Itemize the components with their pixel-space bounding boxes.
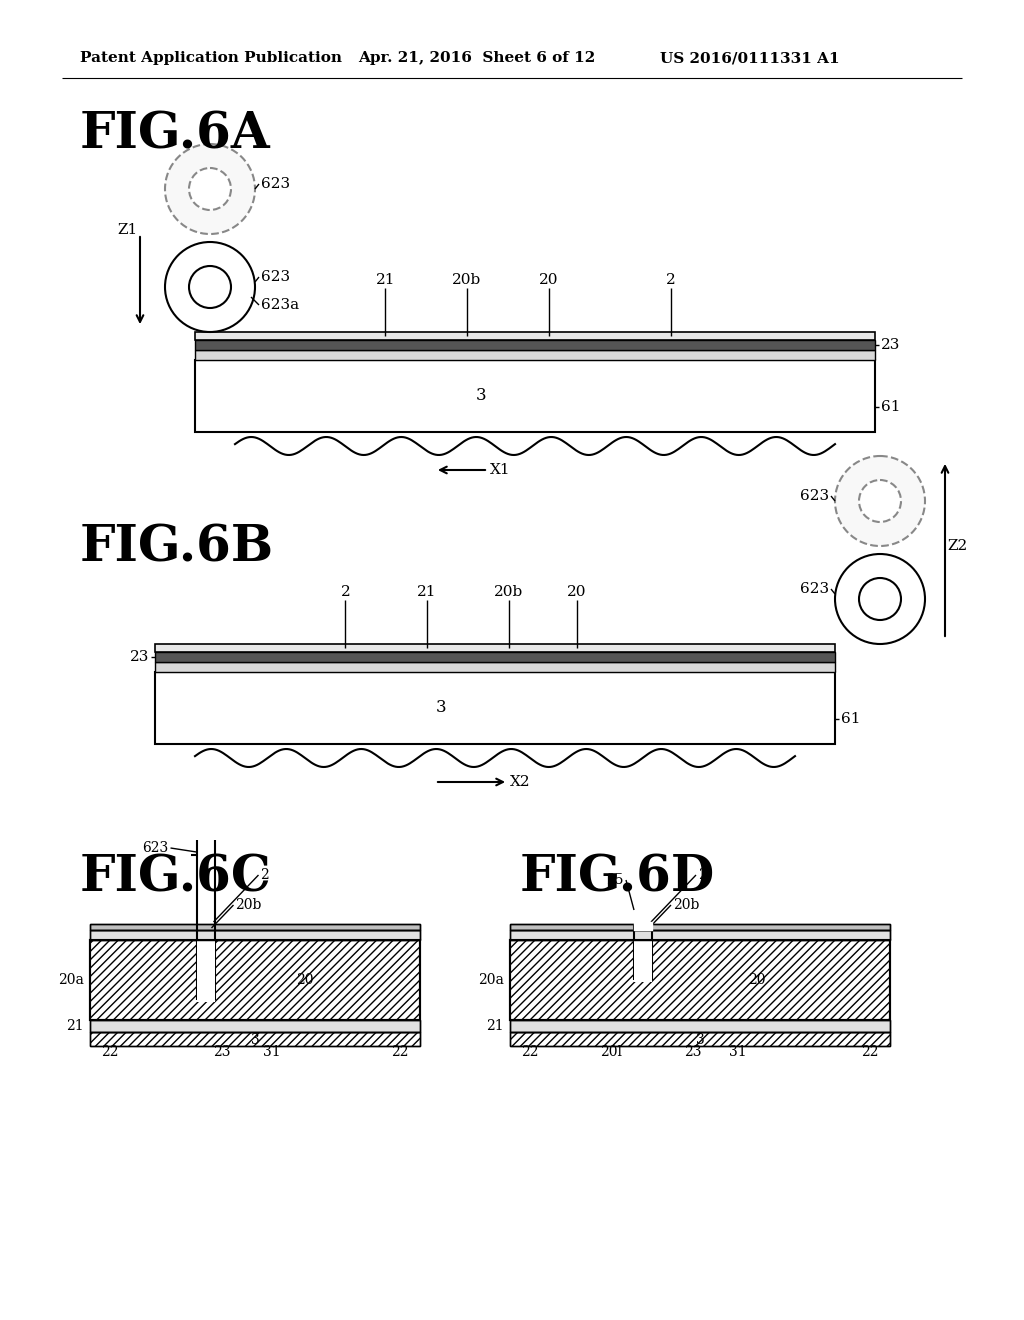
Text: 20a: 20a xyxy=(58,973,84,987)
Text: 2: 2 xyxy=(667,273,676,286)
Bar xyxy=(510,1032,890,1045)
Text: 23: 23 xyxy=(684,1045,701,1059)
Text: Z2: Z2 xyxy=(947,539,968,553)
Bar xyxy=(90,924,420,931)
Bar xyxy=(195,333,874,341)
Text: X2: X2 xyxy=(510,775,530,789)
Bar xyxy=(90,940,420,1020)
Bar xyxy=(510,940,890,1020)
Bar xyxy=(90,1020,420,1032)
Text: 20: 20 xyxy=(539,273,558,286)
Text: 23: 23 xyxy=(213,1045,230,1059)
Text: 623: 623 xyxy=(261,271,290,284)
Text: 3: 3 xyxy=(475,388,486,404)
Text: 20l: 20l xyxy=(600,1045,622,1059)
Bar xyxy=(634,940,652,982)
Text: 21: 21 xyxy=(376,273,395,286)
Circle shape xyxy=(189,168,231,210)
Text: 22: 22 xyxy=(861,1045,879,1059)
Circle shape xyxy=(859,480,901,521)
Bar xyxy=(195,341,874,350)
Text: 61: 61 xyxy=(881,400,900,413)
Bar xyxy=(510,1032,890,1045)
Circle shape xyxy=(835,554,925,644)
Text: FIG.6A: FIG.6A xyxy=(80,111,270,160)
Bar xyxy=(510,940,890,1020)
Text: 623a: 623a xyxy=(261,298,299,312)
Text: 22: 22 xyxy=(521,1045,539,1059)
Text: Z1: Z1 xyxy=(118,223,138,238)
Bar xyxy=(155,672,835,744)
Text: 2: 2 xyxy=(260,869,269,882)
Bar xyxy=(155,663,835,672)
Bar xyxy=(90,1020,420,1032)
Text: 20b: 20b xyxy=(453,273,481,286)
Text: 3: 3 xyxy=(435,700,445,717)
Bar xyxy=(90,931,420,940)
Text: Patent Application Publication: Patent Application Publication xyxy=(80,51,342,65)
Text: 31: 31 xyxy=(263,1045,281,1059)
Text: 21: 21 xyxy=(417,585,437,599)
Bar xyxy=(510,931,890,940)
Circle shape xyxy=(835,455,925,546)
Text: 2: 2 xyxy=(341,585,350,599)
Bar xyxy=(510,924,890,931)
Text: US 2016/0111331 A1: US 2016/0111331 A1 xyxy=(660,51,840,65)
Circle shape xyxy=(859,578,901,620)
Text: 23: 23 xyxy=(130,649,150,664)
Text: 21: 21 xyxy=(486,1019,504,1034)
Text: 623: 623 xyxy=(261,177,290,191)
Bar xyxy=(195,360,874,432)
Text: 22: 22 xyxy=(101,1045,119,1059)
Text: 20: 20 xyxy=(749,973,766,987)
Bar xyxy=(90,931,420,940)
Text: 20b: 20b xyxy=(236,898,262,912)
Text: 3: 3 xyxy=(251,1034,259,1047)
Text: 22: 22 xyxy=(391,1045,409,1059)
Text: FIG.6D: FIG.6D xyxy=(520,854,715,903)
Bar xyxy=(510,931,890,940)
Bar xyxy=(90,1032,420,1045)
Text: FIG.6B: FIG.6B xyxy=(80,524,274,573)
Bar xyxy=(90,940,420,1020)
Text: 61: 61 xyxy=(841,711,860,726)
Text: 623: 623 xyxy=(142,841,169,855)
Text: 20b: 20b xyxy=(673,898,699,912)
Text: FIG.6C: FIG.6C xyxy=(80,854,271,903)
Text: 623: 623 xyxy=(800,582,829,597)
Bar xyxy=(195,350,874,360)
Circle shape xyxy=(189,267,231,308)
Bar xyxy=(510,1020,890,1032)
Bar xyxy=(155,644,835,652)
Text: Apr. 21, 2016  Sheet 6 of 12: Apr. 21, 2016 Sheet 6 of 12 xyxy=(358,51,595,65)
Bar xyxy=(90,924,420,931)
Circle shape xyxy=(165,144,255,234)
Bar xyxy=(155,652,835,663)
Bar xyxy=(510,924,890,931)
Text: 20a: 20a xyxy=(478,973,504,987)
Text: 3: 3 xyxy=(695,1034,705,1047)
Text: 623: 623 xyxy=(800,488,829,503)
Bar xyxy=(90,1032,420,1045)
Bar xyxy=(197,940,214,1002)
Text: 31: 31 xyxy=(729,1045,746,1059)
Circle shape xyxy=(165,242,255,333)
Text: X1: X1 xyxy=(490,463,511,477)
Bar xyxy=(510,1020,890,1032)
Text: 21: 21 xyxy=(67,1019,84,1034)
Text: 25: 25 xyxy=(606,873,624,887)
Text: 20b: 20b xyxy=(494,585,523,599)
Text: 20: 20 xyxy=(567,585,587,599)
Text: 20: 20 xyxy=(296,973,313,987)
Text: 23: 23 xyxy=(881,338,900,352)
Text: 2: 2 xyxy=(698,869,707,882)
